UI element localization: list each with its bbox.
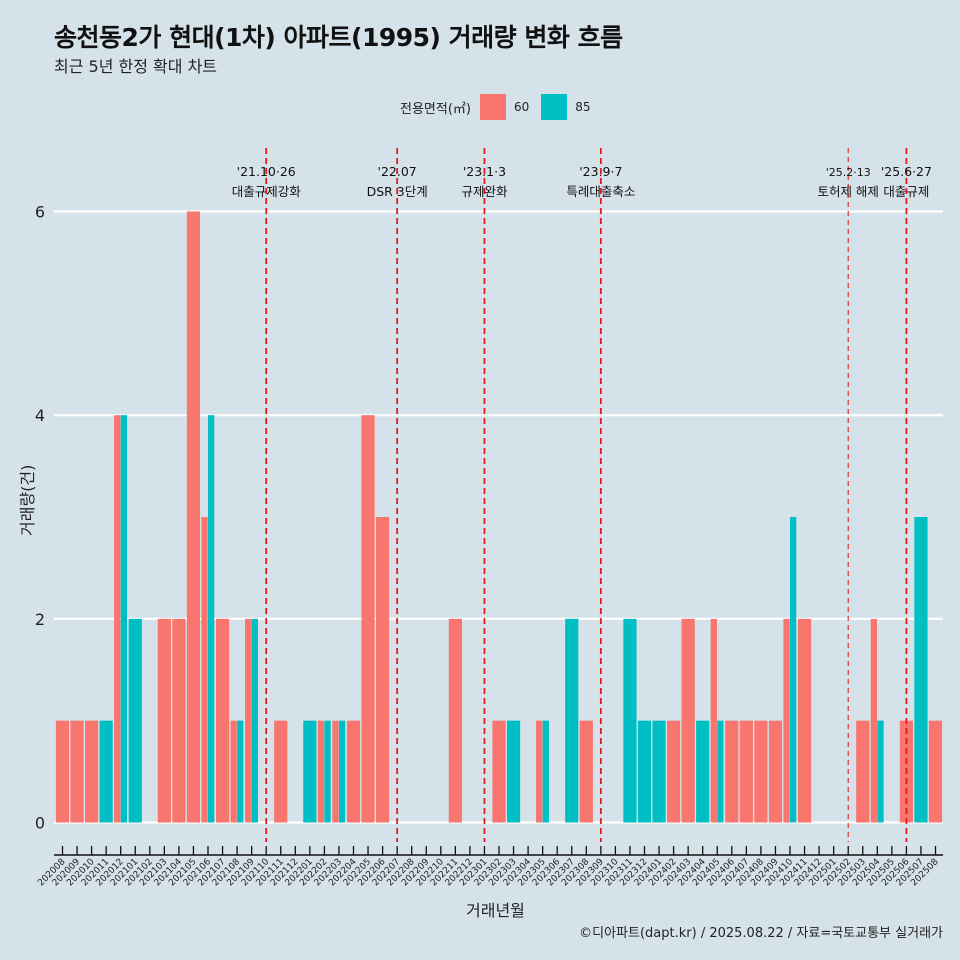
event-label-202506: 대출규제 [883, 184, 929, 199]
event-date-202207: '22.07 [378, 164, 417, 179]
event-label-202301: 규제완화 [461, 184, 508, 199]
bar-85-202101 [128, 618, 142, 823]
bar-60-202411 [797, 618, 812, 823]
y-tick-label-4: 4 [35, 406, 45, 425]
bar-60-202108 [230, 720, 237, 823]
bar-60-202503 [856, 720, 870, 823]
event-date-202309: '23.9·7 [579, 164, 622, 179]
bar-60-202409 [768, 720, 783, 823]
bar-85-202108 [237, 720, 244, 823]
event-label-202110: 대출규제강화 [232, 184, 302, 199]
bar-60-202403 [681, 618, 695, 823]
bar-60-202012 [114, 415, 121, 823]
bar-85-202106 [208, 415, 215, 823]
bar-85-202401 [652, 720, 666, 823]
bar-85-202011 [99, 720, 113, 823]
bar-85-202203 [338, 720, 346, 823]
bar-60-202008 [55, 720, 70, 823]
bar-85-202504 [877, 720, 884, 823]
legend: 전용면적(㎡) 60 85 [400, 93, 603, 121]
bar-85-202311 [623, 618, 637, 823]
bar-85-202312 [637, 720, 652, 823]
bar-85-202405 [717, 720, 724, 823]
bar-60-202308 [579, 720, 593, 823]
event-date-202502: '25.2·13 [826, 166, 871, 179]
bar-60-202010 [85, 720, 99, 823]
y-axis-label: 거래량(건) [18, 464, 37, 536]
bar-85-202109 [251, 618, 258, 823]
bar-60-202406 [725, 720, 739, 823]
bar-60-202202 [317, 720, 325, 823]
legend-label-60: 60 [513, 100, 530, 114]
bar-60-202205 [361, 415, 375, 823]
legend-swatch-60 [479, 94, 506, 120]
y-tick-label-2: 2 [35, 610, 45, 629]
bar-60-202109 [245, 618, 252, 823]
bar-60-202504 [870, 618, 877, 823]
bar-85-202305 [542, 720, 549, 823]
bar-60-202206 [376, 517, 390, 823]
bar-60-202203 [332, 720, 339, 823]
bar-60-202107 [215, 618, 230, 823]
bar-60-202106 [201, 517, 208, 823]
chart-subtitle: 최근 5년 한정 확대 차트 [54, 57, 218, 76]
bar-85-202303 [506, 720, 521, 823]
y-tick-label-6: 6 [35, 203, 45, 222]
bar-60-202105 [186, 211, 201, 823]
bar-85-202507 [914, 517, 928, 823]
bar-60-202103 [157, 618, 171, 823]
bar-60-202410 [783, 618, 790, 823]
event-label-202309: 특례대출축소 [566, 184, 635, 199]
y-tick-label-0: 0 [35, 814, 45, 833]
legend-swatch-85 [541, 94, 568, 120]
source-caption: ©디아파트(dapt.kr) / 2025.08.22 / 자료=국토교통부 실… [579, 926, 943, 941]
bar-60-202211 [448, 618, 462, 823]
bar-85-202410 [790, 517, 797, 823]
bar-60-202408 [754, 720, 768, 823]
bar-60-202402 [667, 720, 681, 823]
bar-60-202009 [70, 720, 84, 823]
legend-title: 전용면적(㎡) [400, 101, 471, 117]
bar-85-202012 [120, 415, 127, 823]
event-date-202506: '25.6·27 [881, 164, 932, 179]
x-axis-label: 거래년월 [466, 901, 525, 920]
bar-60-202407 [739, 720, 753, 823]
bar-60-202405 [710, 618, 717, 823]
legend-label-85: 85 [575, 100, 591, 114]
bar-85-202404 [696, 720, 710, 823]
event-label-202502: 토허제 해제 [817, 184, 878, 199]
bar-85-202202 [324, 720, 331, 823]
event-label-202207: DSR 3단계 [367, 184, 428, 199]
bar-60-202302 [492, 720, 506, 823]
bar-85-202307 [565, 618, 579, 823]
bar-60-202508 [928, 720, 943, 823]
bar-60-202305 [536, 720, 543, 823]
event-date-202110: '21.10·26 [237, 164, 296, 179]
bar-60-202111 [274, 720, 288, 823]
event-date-202301: '23.1·3 [463, 164, 506, 179]
bar-60-202204 [346, 720, 361, 823]
bar-60-202104 [172, 618, 186, 823]
chart-title: 송천동2가 현대(1차) 아파트(1995) 거래량 변화 흐름 [54, 23, 623, 52]
bar-85-202201 [303, 720, 317, 823]
